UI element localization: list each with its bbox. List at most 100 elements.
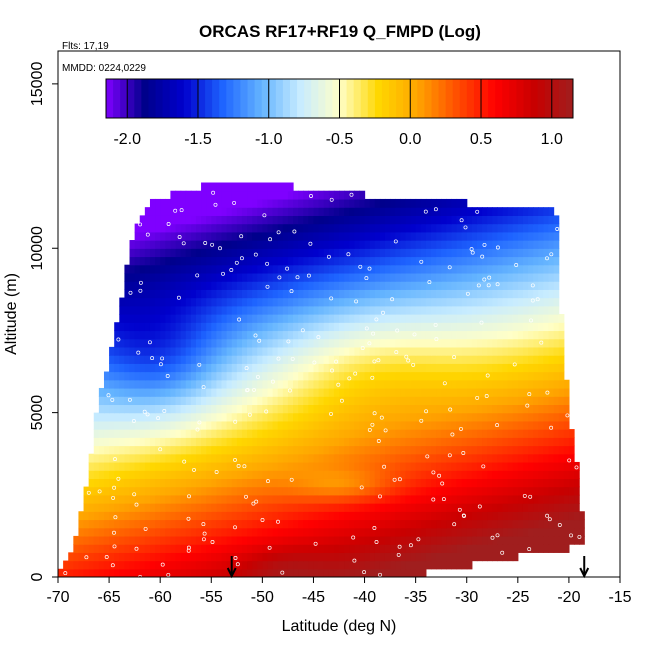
heatmap-cell — [109, 470, 115, 479]
heatmap-cell — [206, 535, 212, 545]
heatmap-cell — [538, 363, 544, 373]
heatmap-cell — [369, 445, 376, 455]
heatmap-cell — [395, 429, 401, 438]
heatmap-cell — [287, 223, 294, 233]
heatmap-cell — [308, 453, 315, 463]
heatmap-cell — [344, 420, 350, 430]
heatmap-cell — [354, 420, 361, 430]
heatmap-cell — [466, 231, 473, 241]
observation-point — [195, 427, 200, 432]
heatmap-cell — [303, 289, 309, 299]
colorbar-segment — [141, 79, 149, 118]
heatmap-cell — [400, 223, 407, 233]
heatmap-cell — [206, 198, 212, 208]
heatmap-cell — [129, 560, 136, 570]
heatmap-cell — [364, 215, 371, 225]
heatmap-cell — [344, 511, 350, 521]
heatmap-cell — [303, 355, 309, 364]
heatmap-cell — [522, 503, 529, 512]
heatmap-cell — [390, 272, 396, 282]
heatmap-cell — [298, 346, 304, 356]
heatmap-cell — [165, 338, 171, 348]
heatmap-cell — [293, 240, 299, 249]
heatmap-cell — [487, 486, 493, 496]
heatmap-cell — [466, 355, 473, 364]
arrow-head — [226, 567, 237, 579]
heatmap-cell — [517, 248, 524, 258]
heatmap-cell — [538, 503, 544, 512]
heatmap-cell — [517, 272, 524, 282]
heatmap-cell — [333, 248, 340, 258]
heatmap-cell — [308, 338, 315, 348]
heatmap-cell — [354, 338, 361, 348]
heatmap-cell — [369, 207, 376, 216]
heatmap-cell — [226, 420, 233, 430]
heatmap-cell — [379, 248, 386, 258]
heatmap-cell — [298, 305, 304, 315]
heatmap-cell — [195, 461, 202, 471]
heatmap-cell — [354, 478, 361, 488]
heatmap-cell — [369, 560, 376, 570]
heatmap-cell — [201, 223, 207, 233]
heatmap-cell — [180, 453, 187, 463]
heatmap-cell — [236, 330, 243, 340]
heatmap-cell — [109, 387, 115, 397]
heatmap-cell — [195, 240, 202, 249]
heatmap-cell — [425, 198, 432, 208]
heatmap-cell — [395, 568, 401, 577]
heatmap-cell — [318, 264, 325, 274]
heatmap-cell — [425, 305, 432, 315]
heatmap-cell — [415, 314, 422, 323]
heatmap-cell — [517, 527, 524, 537]
heatmap-cell — [374, 330, 381, 340]
heatmap-cell — [272, 503, 279, 512]
heatmap-cell — [369, 486, 376, 496]
heatmap-cell — [492, 256, 498, 266]
heatmap-cell — [257, 256, 263, 266]
heatmap-cell — [165, 215, 171, 225]
heatmap-cell — [252, 519, 258, 529]
heatmap-cell — [134, 338, 141, 348]
heatmap-cell — [553, 371, 560, 381]
heatmap-cell — [492, 264, 498, 274]
heatmap-cell — [323, 527, 330, 537]
heatmap-cell — [190, 461, 197, 471]
observation-point — [110, 563, 115, 568]
heatmap-cell — [339, 322, 345, 332]
heatmap-cell — [257, 281, 263, 290]
heatmap-cell — [339, 338, 345, 348]
heatmap-cell — [175, 314, 182, 323]
heatmap-cell — [149, 503, 156, 512]
heatmap-cell — [277, 322, 284, 332]
heatmap-cell — [344, 207, 350, 216]
heatmap-cell — [451, 215, 458, 225]
heatmap-cell — [395, 198, 401, 208]
heatmap-cell — [313, 420, 320, 430]
heatmap-cell — [451, 420, 458, 430]
heatmap-cell — [170, 437, 177, 447]
heatmap-cell — [298, 240, 304, 249]
heatmap-cell — [497, 429, 504, 438]
heatmap-cell — [124, 281, 131, 290]
heatmap-cell — [216, 190, 223, 200]
heatmap-cell — [553, 240, 560, 249]
heatmap-cell — [293, 281, 299, 290]
heatmap-cell — [405, 412, 412, 422]
heatmap-cell — [430, 264, 437, 274]
colorbar-segment — [360, 79, 369, 118]
heatmap-cell — [328, 248, 335, 258]
heatmap-cell — [441, 363, 447, 373]
heatmap-cell — [558, 519, 565, 529]
heatmap-cell — [374, 396, 381, 406]
heatmap-cell — [384, 511, 391, 521]
heatmap-cell — [175, 248, 182, 258]
heatmap-cell — [461, 264, 468, 274]
observation-point — [201, 522, 206, 527]
heatmap-cell — [528, 535, 534, 545]
heatmap-cell — [195, 289, 202, 299]
heatmap-cell — [211, 412, 217, 422]
heatmap-cell — [395, 314, 401, 323]
heatmap-cell — [267, 207, 274, 216]
heatmap-cell — [293, 486, 299, 496]
heatmap-cell — [359, 494, 366, 504]
